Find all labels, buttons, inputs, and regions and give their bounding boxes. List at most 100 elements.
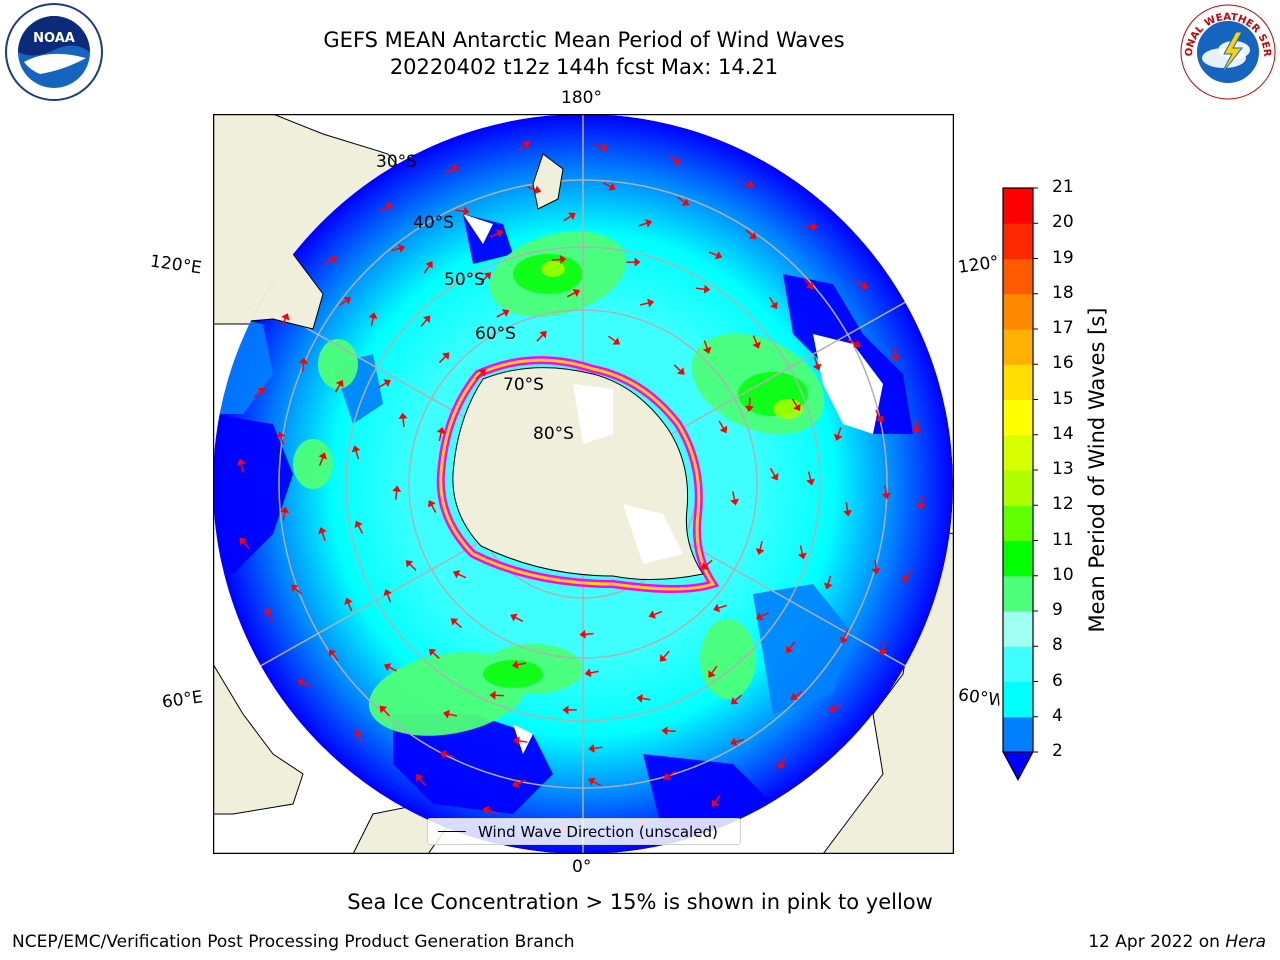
wave-arrow-head — [562, 705, 569, 715]
wave-arrow-shaft — [418, 777, 426, 786]
wave-arrow-shaft — [768, 296, 775, 305]
wave-arrow-shaft — [487, 809, 497, 814]
wave-arrow-head — [442, 709, 450, 719]
wave-arrow-head — [451, 165, 459, 174]
wave-arrow-head — [383, 663, 392, 672]
wave-arrow-shaft — [242, 541, 250, 549]
legend-line-swatch — [438, 831, 466, 832]
wave-arrow-shaft — [780, 756, 787, 766]
wave-arrow-head — [730, 697, 739, 705]
wave-arrow-shaft — [388, 666, 397, 672]
wave-arrow-head — [755, 548, 765, 556]
polar-map — [213, 114, 954, 854]
wave-arrow-shaft — [881, 641, 885, 651]
wave-arrow-shaft — [438, 431, 443, 442]
wave-arrow-head — [379, 705, 388, 714]
wave-arrow-shaft — [301, 362, 305, 372]
lon-label-0: 0° — [572, 857, 592, 877]
wave-arrow-shaft — [803, 224, 813, 228]
wave-arrow-head — [730, 737, 738, 747]
lon-label-180: 180° — [561, 88, 602, 108]
wave-arrow-shaft — [837, 427, 842, 437]
wave-arrow-shaft — [423, 265, 431, 274]
wave-arrow-head — [335, 379, 344, 388]
wave-arrow-shaft — [378, 382, 387, 389]
wave-arrow-head — [755, 612, 764, 621]
wave-arrow-shaft — [432, 651, 440, 659]
wave-arrow-shaft — [794, 691, 803, 698]
colorbar-band — [1003, 575, 1033, 612]
wave-arrow-head — [584, 668, 592, 678]
wave-arrow-shaft — [516, 779, 526, 785]
wave-arrow-head — [276, 431, 286, 439]
wave-arrow-head — [392, 485, 402, 493]
colorbar-band — [1003, 329, 1033, 365]
wave-arrow-shaft — [677, 196, 686, 203]
wave-arrow-head — [744, 405, 754, 413]
wave-arrow-shaft — [875, 409, 881, 419]
wave-arrow-head — [711, 799, 720, 807]
lat-label-70s: 70°S — [503, 375, 544, 395]
wave-arrow-head — [748, 231, 757, 240]
wave-arrow-head — [483, 272, 492, 280]
chart-title: GEFS MEAN Antarctic Mean Period of Wind … — [323, 28, 845, 52]
wave-arrow-head — [354, 520, 363, 529]
wave-arrow-head — [330, 255, 338, 264]
wave-arrow-shaft — [420, 319, 428, 327]
wave-arrow-shaft — [813, 356, 819, 366]
colorbar-band — [1003, 505, 1033, 541]
wave-arrow-head — [672, 157, 681, 165]
wave-arrow-shaft — [280, 436, 285, 446]
nws-logo: NATIONAL WEATHER SERVICE — [1176, 2, 1276, 100]
wave-arrow-head — [681, 198, 690, 206]
wave-arrow-head — [644, 218, 653, 228]
wave-arrow-shaft — [640, 302, 650, 306]
wave-arrow-shaft — [551, 258, 562, 261]
wave-arrow-shaft — [382, 708, 391, 717]
colorbar-tick-label: 13 — [1052, 459, 1074, 479]
wave-arrow-head — [702, 346, 712, 354]
colorbar-band — [1003, 540, 1033, 577]
colorbar-tick-label: 18 — [1052, 282, 1074, 303]
chart-subtitle-run-info: 20220402 t12z 144h fcst Max: 14.21 — [389, 55, 779, 79]
wave-arrow-shaft — [444, 753, 454, 758]
wave-arrow-shaft — [708, 251, 718, 257]
wave-arrow-shaft — [847, 338, 857, 345]
wave-arrow-head — [239, 537, 248, 546]
wave-arrow-head — [425, 261, 433, 269]
wave-arrow-head — [588, 777, 596, 786]
wave-arrow-shaft — [759, 541, 763, 551]
colorbar-band — [1003, 681, 1033, 718]
wave-arrow-head — [708, 670, 716, 678]
colorbar-tick-label: 9 — [1052, 600, 1063, 620]
wave-arrow-shaft — [734, 738, 744, 743]
wave-arrow-head — [790, 692, 798, 700]
wave-arrow-head — [264, 608, 273, 616]
wave-arrow-shaft — [294, 587, 303, 595]
wave-arrow-shaft — [331, 653, 339, 661]
wave-arrow-shaft — [662, 650, 670, 659]
wave-arrow-head — [730, 498, 739, 506]
colorbar-band — [1003, 716, 1033, 753]
wave-arrow-shaft — [394, 490, 398, 500]
wave-arrow-head — [806, 478, 815, 486]
map-legend: Wind Wave Direction (unscaled) — [427, 818, 741, 845]
wave-arrow-head — [236, 458, 246, 466]
wave-arrow-shaft — [703, 340, 709, 350]
wave-arrow-shaft — [905, 570, 913, 579]
lat-label-80s: 80°S — [533, 424, 574, 444]
colorbar-band — [1003, 399, 1033, 436]
wave-arrow-shaft — [788, 641, 796, 650]
wave-arrow-shaft — [734, 694, 743, 702]
wave-arrow-head — [811, 222, 819, 232]
lon-label-60e: 60°E — [160, 687, 205, 713]
colorbar-tick-label: 21 — [1052, 177, 1074, 197]
wave-arrow-shaft — [594, 143, 604, 149]
wave-arrow-head — [878, 649, 888, 656]
wave-arrow-shaft — [438, 355, 447, 364]
wave-arrow-shaft — [282, 511, 286, 521]
wave-arrow-head — [439, 750, 447, 759]
wave-arrow-shaft — [745, 229, 754, 237]
wave-arrow-shaft — [475, 372, 483, 380]
wave-arrow-shaft — [833, 704, 842, 710]
